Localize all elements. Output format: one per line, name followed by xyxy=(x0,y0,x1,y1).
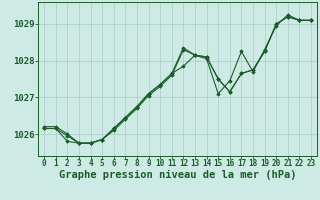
X-axis label: Graphe pression niveau de la mer (hPa): Graphe pression niveau de la mer (hPa) xyxy=(59,170,296,180)
